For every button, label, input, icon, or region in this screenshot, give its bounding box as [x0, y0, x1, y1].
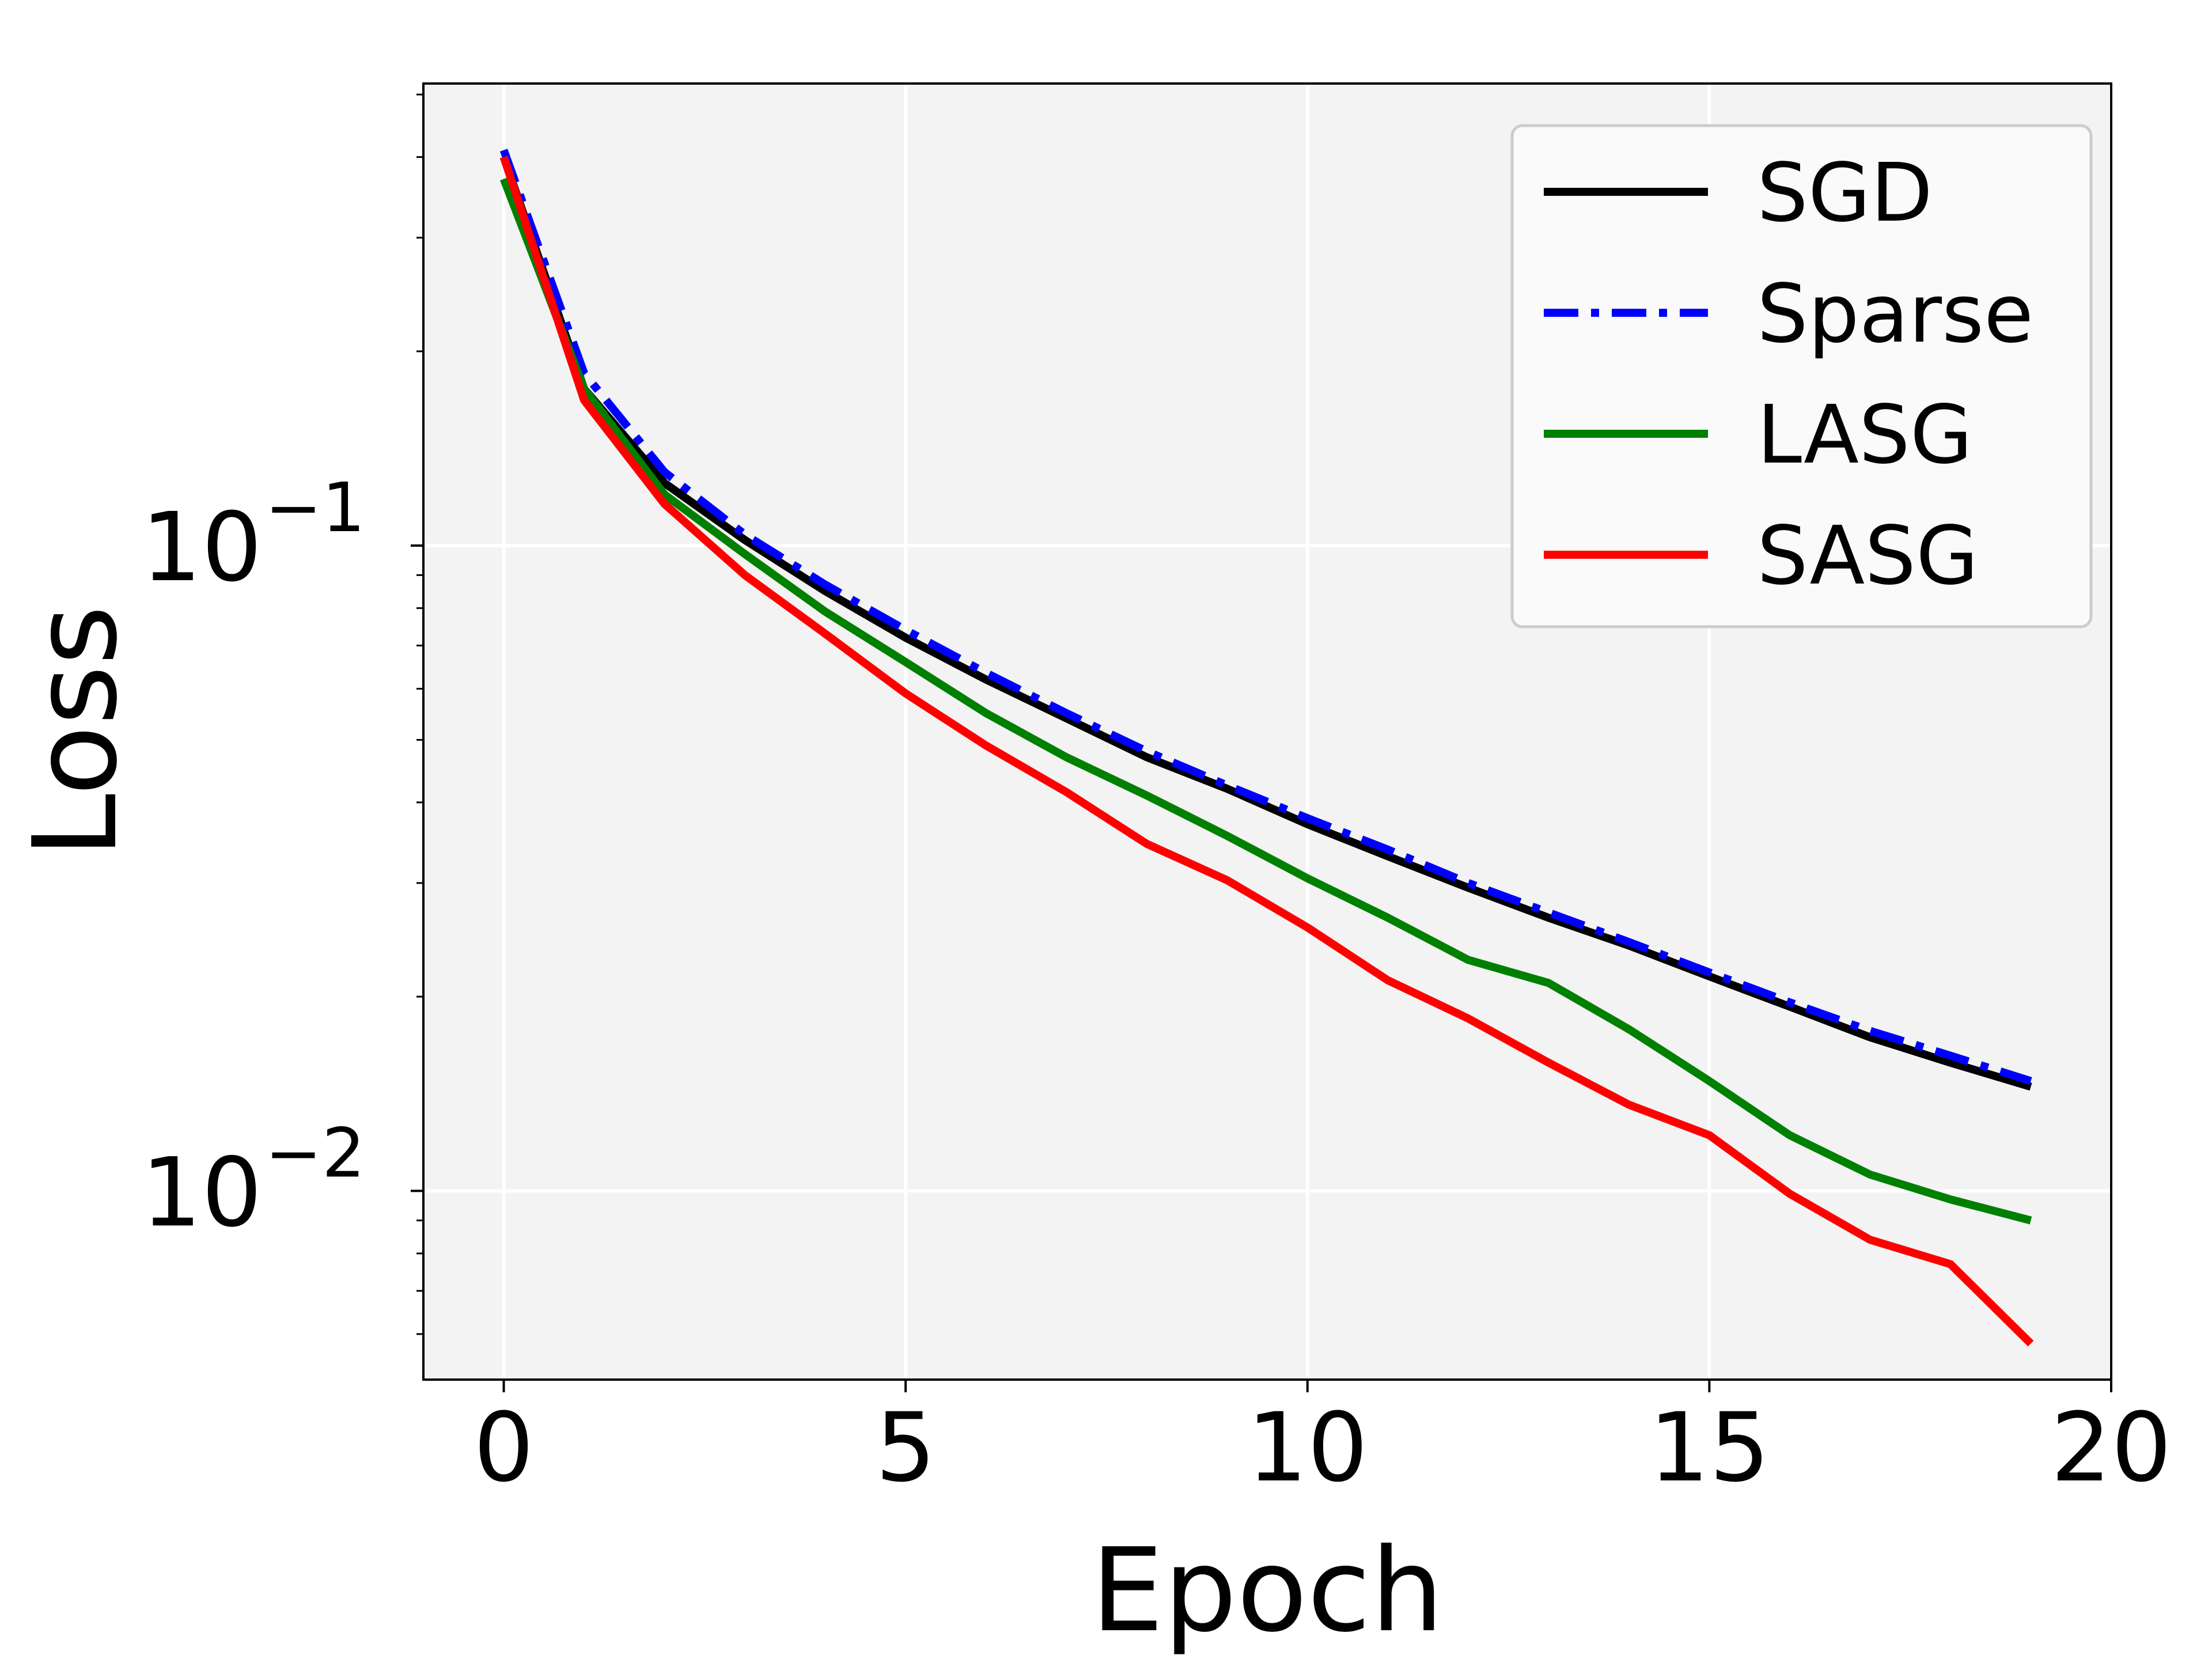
y-tick-label-exponent: −1	[265, 468, 365, 547]
x-tick-label: 0	[474, 1392, 534, 1503]
plot-frame	[422, 82, 2112, 1381]
x-tick-label: 20	[2051, 1392, 2172, 1503]
legend-label-sparse: Sparse	[1757, 267, 2033, 361]
series-line-sasg	[499, 156, 2034, 1347]
x-tick-label: 5	[876, 1392, 936, 1503]
series-line-sgd	[499, 156, 2032, 1091]
axis-ticks	[411, 93, 2112, 1392]
legend-label-lasg: LASG	[1757, 388, 1972, 482]
series-layer	[499, 149, 2034, 1347]
legend: SGD Sparse LASG SASG	[1510, 124, 2093, 628]
legend-label-sasg: SASG	[1757, 509, 1979, 603]
y-tick-label-exponent: −2	[265, 1113, 365, 1192]
legend-box	[1510, 124, 2093, 628]
legend-label-sgd: SGD	[1757, 146, 1933, 240]
x-tick-label: 15	[1649, 1392, 1770, 1503]
y-axis-label: Loss	[9, 605, 143, 858]
x-tick-label: 10	[1247, 1392, 1368, 1503]
y-tick-label-base: 10	[141, 1137, 262, 1248]
y-tick-label-base: 10	[141, 492, 262, 603]
x-axis-label: Epoch	[1091, 1524, 1444, 1658]
series-line-sparse	[499, 149, 2032, 1085]
series-line-lasg	[499, 177, 2032, 1225]
